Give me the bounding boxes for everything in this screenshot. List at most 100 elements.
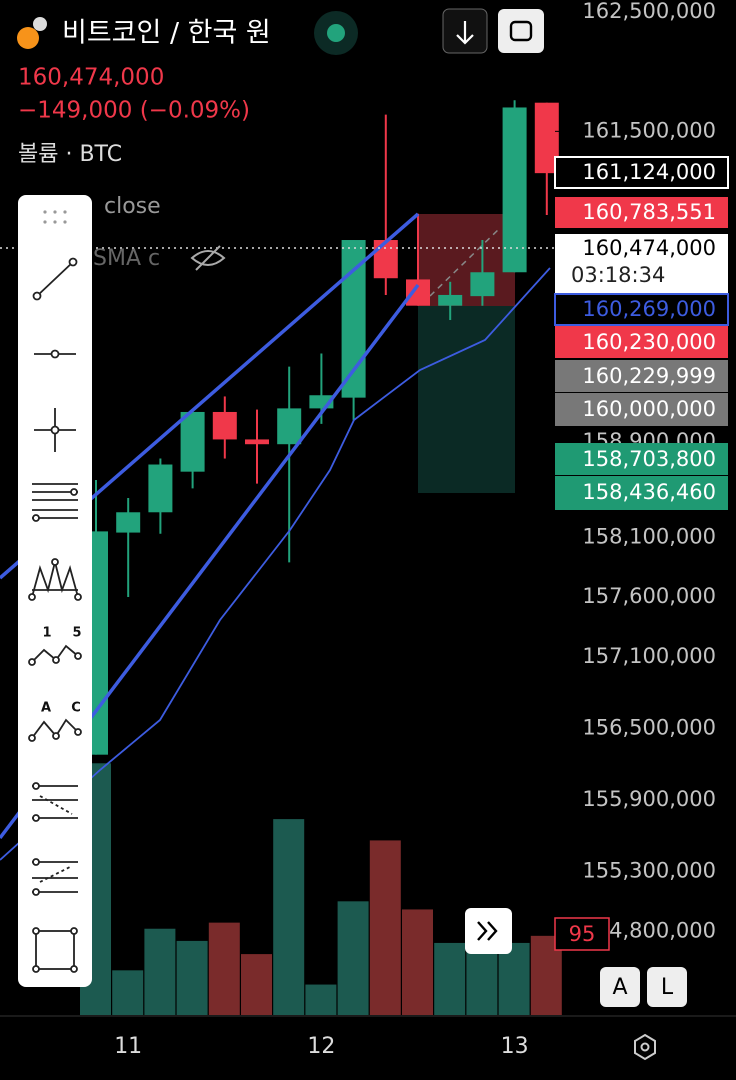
long-position-risk	[418, 214, 515, 306]
candle-body	[116, 512, 141, 533]
trend-line-tool[interactable]	[32, 257, 78, 301]
cross-line-tool[interactable]	[34, 408, 76, 452]
indicator-legend: close	[104, 194, 161, 219]
drawing-toolbar	[18, 195, 92, 987]
rectangle-tool[interactable]	[32, 927, 78, 973]
auto-scale-button[interactable]	[600, 967, 640, 1007]
last-price: 160,474,000	[18, 65, 164, 91]
sma-line	[0, 267, 551, 861]
ray-tool[interactable]	[34, 349, 76, 359]
y-tick-label: 161,500,000	[582, 118, 716, 142]
price-badge-label: 160,783,551	[582, 200, 716, 224]
y-tick-label: 156,500,000	[582, 715, 716, 739]
symbol-title: 비트코인 / 한국 원	[62, 18, 271, 49]
tool-label: A	[41, 701, 51, 716]
log-scale-button[interactable]	[647, 967, 687, 1007]
volume-bar	[208, 922, 240, 1015]
toolbar-grip	[43, 210, 67, 224]
price-badge	[554, 156, 729, 189]
y-tick-label: 155,900,000	[582, 787, 716, 811]
tool-label: 1	[42, 626, 51, 641]
volume-badge-label: 95	[569, 922, 596, 946]
y-tick-label: 157,600,000	[582, 584, 716, 608]
candle-body	[180, 411, 205, 472]
y-tick-label: 155,300,000	[582, 859, 716, 883]
y-tick-label: 162,500,000	[582, 0, 716, 23]
candle-body	[373, 240, 398, 279]
y-tick-label: 157,100,000	[582, 644, 716, 668]
price-badge-label: 160,000,000	[582, 397, 716, 421]
long-position-reward	[418, 306, 515, 493]
candle-body	[470, 272, 495, 297]
auto-scale-label: A	[612, 975, 627, 1000]
volume-bar	[273, 819, 305, 1015]
fib-tool[interactable]	[32, 483, 78, 522]
volume-bar	[402, 909, 433, 1015]
volume-bars	[80, 763, 562, 1015]
currency-icon	[33, 17, 47, 31]
tool-label: C	[71, 701, 81, 716]
x-tick-label: 13	[501, 1034, 529, 1059]
volume-bar	[144, 928, 176, 1015]
tool-label: 5	[72, 626, 81, 641]
settings-icon-center	[640, 1042, 650, 1052]
volume-bar	[434, 942, 466, 1015]
scroll-right-button[interactable]	[465, 908, 512, 954]
volume-bar	[466, 942, 498, 1015]
volume-legend: 볼륨 · BTC	[18, 142, 122, 167]
volume-bar	[305, 984, 337, 1015]
hide-icon[interactable]	[190, 245, 226, 271]
price-badge	[555, 476, 728, 510]
fullscreen-icon	[509, 20, 533, 42]
download-icon	[456, 21, 474, 45]
volume-bar	[241, 954, 272, 1015]
price-change: −149,000 (−0.09%)	[18, 98, 250, 124]
coin-icon	[17, 27, 39, 49]
volume-bar	[176, 940, 208, 1015]
price-badge	[555, 360, 728, 392]
elliott-tool[interactable]	[28, 644, 82, 666]
current-price-badge	[555, 234, 728, 294]
candle-body	[212, 411, 237, 440]
pattern-tool[interactable]	[28, 558, 82, 601]
log-scale-label: L	[661, 975, 674, 1000]
time-axis: 11 12 13	[114, 1034, 528, 1059]
volume-badge	[554, 917, 610, 951]
price-badge-label: 160,269,000	[582, 297, 716, 321]
plot	[418, 214, 515, 493]
candle-body	[245, 439, 269, 445]
price-badge-label: 161,124,000	[582, 160, 716, 184]
bar-countdown: 03:18:34	[571, 263, 665, 287]
price-badge-label: 160,230,000	[582, 330, 716, 354]
y-tick-label: 158,100,000	[582, 524, 716, 548]
candle-body	[406, 279, 430, 306]
volume-bar	[369, 840, 401, 1015]
market-status-dot	[327, 24, 345, 42]
price-badge	[555, 443, 728, 475]
short-position-tool[interactable]	[32, 782, 78, 822]
price-badge-label: 158,436,460	[582, 480, 716, 504]
long-position-tool[interactable]	[32, 858, 78, 896]
fullscreen-button[interactable]	[498, 9, 544, 53]
settings-icon[interactable]	[634, 1033, 656, 1061]
indicator-legend: SMA c	[93, 246, 160, 271]
price-badge	[555, 197, 728, 228]
price-badge	[555, 326, 728, 358]
price-badge-label: 158,703,800	[582, 447, 716, 471]
position-line	[429, 227, 501, 297]
abcd-tool[interactable]	[28, 718, 82, 742]
x-tick-label: 11	[114, 1034, 142, 1059]
volume-bar	[112, 970, 144, 1015]
volume-bar	[498, 942, 530, 1015]
candle-body	[502, 107, 527, 273]
price-badge	[555, 393, 728, 426]
x-tick-label: 12	[307, 1034, 335, 1059]
candle-body	[148, 464, 173, 513]
candle-body	[277, 408, 302, 445]
scroll-right-icon	[477, 921, 498, 941]
candle-body	[438, 294, 463, 306]
price-badge-label: 160,229,999	[582, 364, 716, 388]
current-price-label: 160,474,000	[582, 236, 716, 260]
